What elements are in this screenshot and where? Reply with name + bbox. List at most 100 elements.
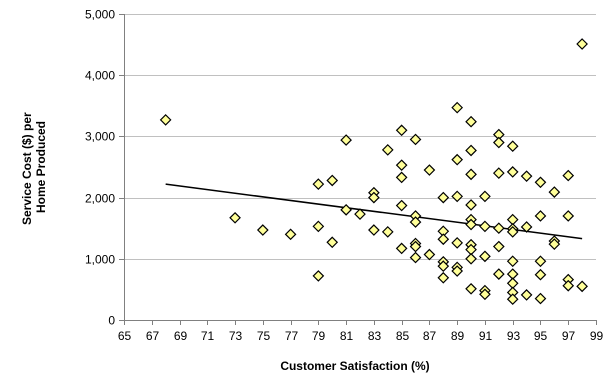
x-tick-label: 87 xyxy=(423,329,437,343)
y-tick-label: 2,000 xyxy=(85,192,115,206)
x-tick-label: 65 xyxy=(118,329,132,343)
data-point xyxy=(506,255,519,268)
data-point xyxy=(284,228,297,241)
data-point xyxy=(506,293,519,306)
data-points xyxy=(159,38,588,306)
y-axis-title-line-2: Home Produced xyxy=(34,121,48,213)
data-point xyxy=(465,282,477,295)
y-axis-title: Service Cost ($) per Home Produced xyxy=(20,109,48,225)
data-point xyxy=(534,268,547,281)
data-point xyxy=(381,226,394,238)
x-tick-label: 85 xyxy=(396,329,410,343)
x-tick-labels: 65 67 69 71 73 75 77 79 81 83 85 87 89 91 93 95 97 99 xyxy=(118,329,604,343)
data-point xyxy=(159,114,172,126)
data-point xyxy=(312,220,325,233)
data-point xyxy=(437,260,450,272)
data-point xyxy=(256,224,269,236)
data-point xyxy=(423,248,436,261)
data-point xyxy=(562,169,575,182)
data-point xyxy=(534,210,547,222)
data-point xyxy=(492,136,505,149)
data-point xyxy=(479,288,491,301)
data-point xyxy=(562,210,575,222)
data-point xyxy=(506,140,519,153)
data-point xyxy=(479,220,491,233)
x-tick-label: 93 xyxy=(507,329,521,343)
data-point xyxy=(465,115,477,128)
x-tick-label: 83 xyxy=(368,329,382,343)
x-tick-label: 73 xyxy=(229,329,243,343)
data-point xyxy=(576,280,588,293)
data-point xyxy=(534,176,547,189)
y-tick-label: 5,000 xyxy=(85,8,115,22)
y-tick-label: 3,000 xyxy=(85,130,115,144)
data-point xyxy=(395,199,408,212)
x-tick-label: 97 xyxy=(562,329,576,343)
data-point xyxy=(479,190,491,203)
data-point xyxy=(409,240,422,253)
data-point xyxy=(465,144,477,157)
data-point xyxy=(548,238,561,250)
data-point xyxy=(409,251,422,264)
data-point xyxy=(465,252,477,265)
data-point xyxy=(492,268,505,280)
data-point xyxy=(479,250,491,263)
data-point xyxy=(451,153,464,166)
data-point xyxy=(437,271,450,284)
data-point xyxy=(506,226,519,238)
data-point xyxy=(409,133,422,146)
axes xyxy=(119,14,597,325)
x-tick-label: 75 xyxy=(257,329,271,343)
y-tick-label: 4,000 xyxy=(85,69,115,83)
data-point xyxy=(451,101,464,114)
data-point xyxy=(548,186,561,198)
data-point xyxy=(340,203,352,216)
data-point xyxy=(326,236,339,249)
data-point xyxy=(465,168,477,181)
data-point xyxy=(395,171,408,184)
x-tick-label: 91 xyxy=(479,329,493,343)
data-point xyxy=(520,221,533,233)
data-point xyxy=(492,222,505,235)
data-point xyxy=(492,167,505,179)
x-tick-label: 79 xyxy=(312,329,326,343)
x-axis-title: Customer Satisfaction (%) xyxy=(280,359,429,373)
data-point xyxy=(465,218,477,231)
x-tick-label: 67 xyxy=(146,329,160,343)
data-point xyxy=(451,190,464,203)
x-tick-label: 81 xyxy=(340,329,354,343)
data-point xyxy=(340,134,352,146)
data-point xyxy=(229,211,241,224)
data-point xyxy=(395,242,408,255)
x-tick-label: 95 xyxy=(534,329,548,343)
data-point xyxy=(576,38,588,50)
data-point xyxy=(354,208,366,220)
data-point xyxy=(368,191,380,204)
data-point xyxy=(395,159,408,172)
gridlines xyxy=(124,14,596,260)
data-point xyxy=(520,289,533,301)
data-point xyxy=(520,170,533,183)
x-tick-label: 69 xyxy=(174,329,188,343)
data-point xyxy=(492,240,505,253)
data-point xyxy=(312,270,325,282)
data-point xyxy=(409,216,422,228)
data-point xyxy=(451,237,464,249)
x-tick-label: 71 xyxy=(201,329,215,343)
x-tick-label: 99 xyxy=(590,329,604,343)
data-point xyxy=(437,191,450,204)
data-point xyxy=(326,174,339,187)
data-point xyxy=(465,199,477,211)
data-point xyxy=(437,233,450,246)
data-point xyxy=(423,164,436,176)
data-point xyxy=(506,166,519,178)
x-tick-label: 89 xyxy=(451,329,465,343)
data-point xyxy=(312,178,325,190)
y-tick-label: 0 xyxy=(108,314,115,328)
y-tick-label: 1,000 xyxy=(85,253,115,267)
data-point xyxy=(534,292,547,305)
y-axis-title-line-1: Service Cost ($) per xyxy=(20,112,34,225)
data-point xyxy=(534,255,547,268)
